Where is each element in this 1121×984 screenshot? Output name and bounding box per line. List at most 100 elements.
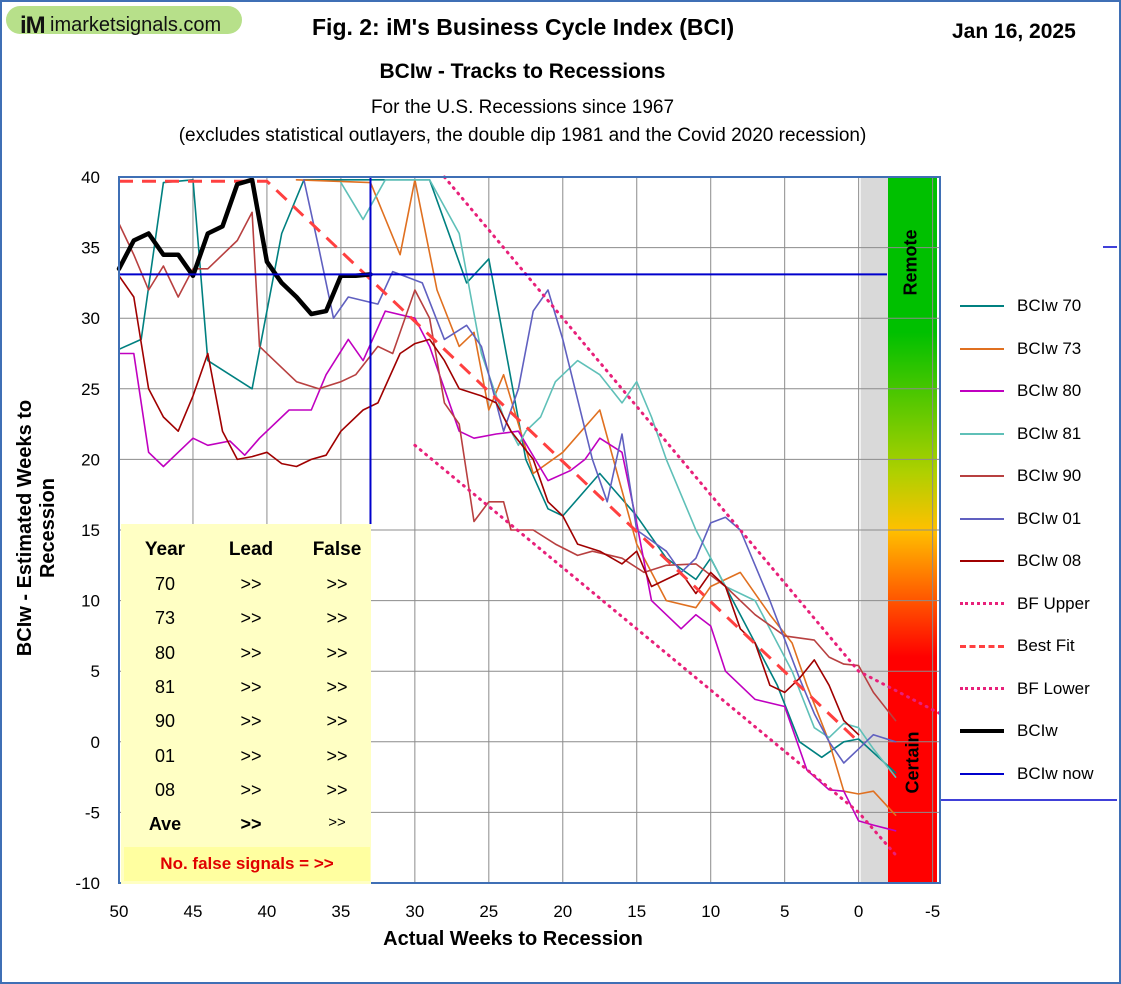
x-tick-label: 5 [780,902,789,921]
series-bciw-70 [118,179,897,774]
legend-swatch [960,432,1004,435]
legend-swatch [960,517,1004,520]
tick-labels: 50 45 40 35 30 25 20 15 10 5 0 -54035302520151050-5… [75,168,940,921]
y-tick-label: -5 [85,803,100,822]
legend-label: BF Lower [1017,678,1090,698]
legend-swatch [960,687,1004,690]
legend-swatch [960,347,1004,350]
series-bf-lower [413,443,898,857]
y-axis-label: BCIw - Estimated Weeks to Recession [14,399,59,657]
table-header-lead: Lead [228,539,274,560]
x-tick-label: 25 [479,902,498,921]
y-tick-label: 20 [81,450,100,469]
legend-label: BCIw 70 [1017,296,1082,315]
series-bciw-01 [303,179,897,764]
legend-item: BCIw 70 [956,296,1116,316]
chart-subtitle: BCIw - Tracks to Recessions [379,60,666,83]
plot-border [118,176,941,884]
x-tick-label: 20 [553,902,572,921]
current-marker [119,177,1117,801]
legend-label: BF Upper [1017,593,1090,613]
legend-item: BF Upper [956,594,1116,614]
legend-item: BCIw 80 [956,381,1116,401]
y-tick-label: 30 [81,309,100,328]
figure-title: Fig. 2: iM's Business Cycle Index (BCI) [312,14,735,40]
y-tick-label: 40 [81,168,100,187]
legend-label: BCIw 80 [1017,381,1082,400]
legend-swatch [960,560,1004,562]
x-tick-label: 0 [854,902,863,921]
table-cell: >> [240,745,262,766]
legend-item: BCIw now [956,764,1116,784]
table-cell: 90 [154,711,176,732]
y-tick-label: 0 [91,733,100,752]
x-axis-label: Actual Weeks to Recession [383,928,643,950]
table-cell: >> [240,814,262,835]
site-logo[interactable]: iM imarketsignals.com [6,6,242,39]
y-tick-label: 25 [81,380,100,399]
legend-swatch [960,728,1004,733]
table-cell: >> [240,779,262,800]
y-tick-label: -10 [75,874,100,893]
table-cell: >> [240,642,262,663]
table-cell: 80 [154,642,176,663]
legend-item: BCIw 01 [956,509,1116,529]
false-signals-text: No. false signals = >> [160,854,334,873]
series-bciw-08 [118,274,860,736]
chart-note-line-2: (excludes statistical outlayers, the dou… [178,125,867,146]
table-cell: Ave [148,814,182,835]
x-tick-label: 50 [110,902,129,921]
legend-item: BCIw 08 [956,551,1116,571]
legend-label: BCIw now [1017,763,1094,783]
series-bciw [116,177,373,317]
y-tick-label: 35 [81,239,100,258]
table-cell: >> [240,608,262,629]
table-cell: 70 [154,574,176,594]
table-header-year: Year [144,539,186,560]
series-best-fit [119,179,860,743]
table-header-false: False [312,539,362,560]
legend-swatch [960,475,1004,477]
legend-label: BCIw 08 [1017,551,1082,570]
legend-label: BCIw 81 [1017,423,1082,443]
legend-item: Best Fit [956,636,1116,656]
legend-item: BCIw 73 [956,339,1116,359]
series-bf-upper [442,175,942,716]
legend-swatch [960,602,1004,605]
legend-swatch [960,644,1004,648]
table-cell: >> [326,642,348,663]
y-tick-label: 10 [81,592,100,611]
x-tick-label: 35 [331,902,350,921]
legend-label: Best Fit [1017,636,1075,655]
table-cell: >> [326,779,348,800]
y-tick-label: 5 [91,662,100,681]
series-bciw-80 [118,310,897,832]
logo-mark: iM [20,12,46,39]
table-cell: >> [328,814,346,832]
legend-label: BCIw 90 [1017,466,1082,485]
x-tick-label: 40 [257,902,276,921]
x-tick-label: -5 [925,902,940,921]
signal-table: Year Lead False 70 >> >> 73 >> >> 80 >> >> 81 >> >> 90 >… [121,524,371,884]
table-cell: >> [240,676,262,697]
table-cell: 08 [154,779,176,800]
series-bciw-90 [118,211,897,722]
false-signals-box: No. false signals = >> [124,847,370,881]
x-tick-label: 15 [627,902,646,921]
legend-swatch [960,772,1004,775]
y-tick-label: 15 [81,521,100,540]
x-tick-label: 10 [701,902,720,921]
legend-label: BCIw 01 [1017,508,1082,528]
table-cell: >> [326,745,348,766]
chart-note-line-1: For the U.S. Recessions since 1967 [370,97,675,118]
table-cell: >> [326,608,348,629]
legend-item: BCIw 81 [956,424,1116,444]
table-cell: 73 [154,608,176,629]
table-cell: >> [326,711,348,732]
legend-swatch [960,305,1004,307]
table-cell: >> [240,711,262,732]
legend-item: BCIw [956,721,1116,741]
series-bciw-81 [340,179,897,778]
legend-label: BCIw [1017,721,1058,740]
